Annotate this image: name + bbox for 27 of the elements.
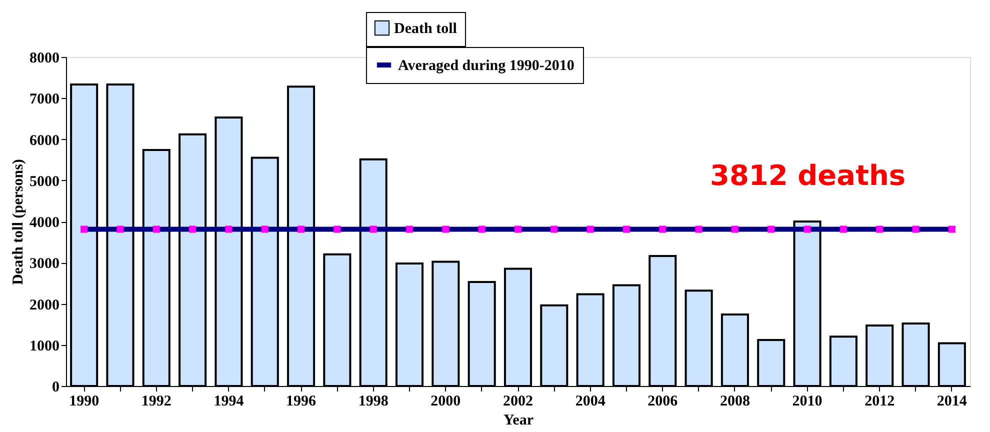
x-tick-label: 2006	[648, 394, 678, 410]
x-tick-label: 1998	[358, 394, 388, 410]
y-axis-title: Death toll (persons)	[10, 159, 26, 285]
x-tick-label: 1992	[141, 394, 172, 410]
x-tick-label: 2012	[864, 394, 895, 410]
y-tick-label: 4000	[30, 215, 60, 231]
x-tick-label: 2010	[792, 394, 822, 410]
x-tick-label: 2014	[936, 394, 968, 410]
x-tick-label: 1990	[69, 394, 100, 410]
y-tick-label: 6000	[30, 132, 60, 149]
x-tick-label: 2000	[430, 394, 461, 410]
y-tick-label: 0	[52, 380, 60, 396]
x-tick-label: 2002	[503, 394, 533, 410]
y-tick-label: 1000	[30, 338, 60, 354]
x-tick-label: 2008	[720, 394, 750, 410]
x-tick-label: 1994	[214, 394, 244, 410]
x-tick-label: 1996	[286, 394, 317, 410]
y-tick-label: 3000	[30, 256, 60, 272]
x-tick-label: 2004	[575, 394, 606, 410]
legend-label: Averaged during 1990-2010	[398, 58, 574, 74]
x-axis-title: Year	[504, 412, 534, 428]
y-tick-label: 7000	[30, 92, 60, 108]
y-tick-label: 2000	[30, 297, 60, 314]
annotation: 3812 deaths	[710, 159, 906, 192]
y-tick-label: 5000	[30, 174, 60, 190]
legend-label: Death toll	[394, 21, 457, 37]
y-tick-label: 8000	[30, 50, 60, 66]
